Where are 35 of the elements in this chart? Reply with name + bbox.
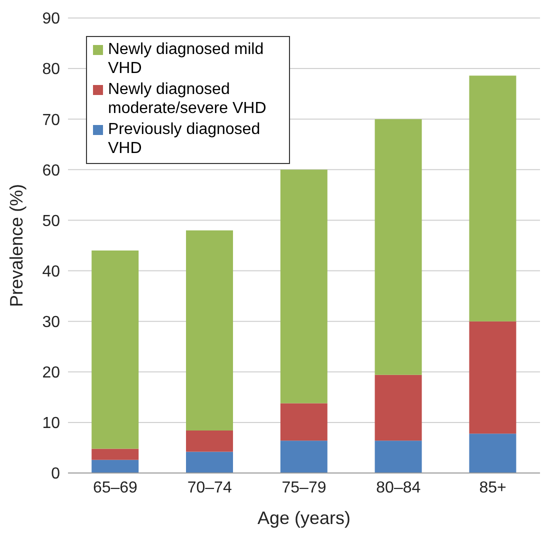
bar xyxy=(92,250,139,449)
y-tick-label: 0 xyxy=(51,466,60,483)
bar xyxy=(92,460,139,473)
x-tick-label: 85+ xyxy=(479,479,506,496)
bar xyxy=(280,403,328,441)
bar xyxy=(280,170,328,404)
bar xyxy=(374,374,422,441)
x-axis-title: Age (years) xyxy=(257,508,351,528)
y-tick-label: 30 xyxy=(42,314,60,332)
y-tick-label: 60 xyxy=(42,162,60,180)
x-tick-label: 70–74 xyxy=(187,479,232,496)
bar xyxy=(469,434,516,473)
bar xyxy=(374,440,422,473)
bar xyxy=(186,430,233,452)
bar xyxy=(469,76,516,322)
x-tick-label: 75–79 xyxy=(282,479,326,496)
legend-label: Newly diagnosed mild VHD xyxy=(108,40,265,78)
y-tick-label: 80 xyxy=(42,61,60,78)
y-tick-label: 50 xyxy=(42,212,60,230)
bar xyxy=(280,440,328,473)
bar xyxy=(92,448,139,460)
x-tick-label: 80–84 xyxy=(376,479,421,496)
y-tick-label: 90 xyxy=(42,10,60,28)
bar xyxy=(469,321,516,434)
y-tick-label: 70 xyxy=(42,112,60,129)
x-tick-label: 65–69 xyxy=(92,479,138,496)
y-tick-label: 10 xyxy=(42,415,60,432)
y-tick-label: 20 xyxy=(42,364,60,382)
y-tick-label: 40 xyxy=(42,263,60,280)
y-axis-title: Prevalence (%) xyxy=(6,184,26,308)
legend-label: Previously diagnosed VHD xyxy=(108,120,262,158)
bar xyxy=(186,452,233,473)
bar xyxy=(186,230,233,431)
bar xyxy=(374,119,422,375)
legend-label: Newly diagnosed moderate/severe VHD xyxy=(108,80,268,118)
